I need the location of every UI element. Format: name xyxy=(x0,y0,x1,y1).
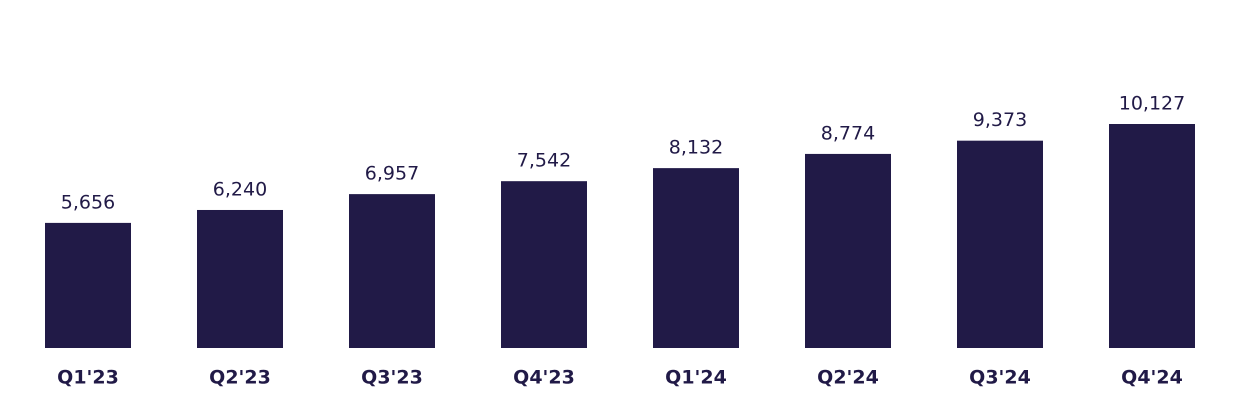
x-tick-label: Q4'24 xyxy=(1121,367,1183,389)
bar xyxy=(957,140,1043,348)
x-tick-label: Q3'23 xyxy=(361,367,423,389)
bar xyxy=(501,181,587,348)
x-tick-label: Q1'23 xyxy=(57,367,119,389)
value-label: 10,127 xyxy=(1119,93,1185,115)
x-tick-label: Q2'24 xyxy=(817,367,879,389)
value-label: 9,373 xyxy=(973,109,1027,131)
x-tick-label: Q3'24 xyxy=(969,367,1031,389)
value-label: 6,240 xyxy=(213,178,267,200)
x-tick-label: Q4'23 xyxy=(513,367,575,389)
x-tick-label: Q2'23 xyxy=(209,367,271,389)
value-label: 8,774 xyxy=(821,122,875,144)
value-label: 8,132 xyxy=(669,137,723,159)
bar xyxy=(1109,124,1195,348)
bar xyxy=(45,222,131,348)
bar xyxy=(805,153,891,348)
bar xyxy=(653,168,739,348)
value-label: 5,656 xyxy=(61,191,115,213)
x-tick-label: Q1'24 xyxy=(665,367,727,389)
value-label: 7,542 xyxy=(517,150,571,172)
bar xyxy=(349,194,435,348)
value-label: 6,957 xyxy=(365,163,419,185)
bar xyxy=(197,209,283,348)
